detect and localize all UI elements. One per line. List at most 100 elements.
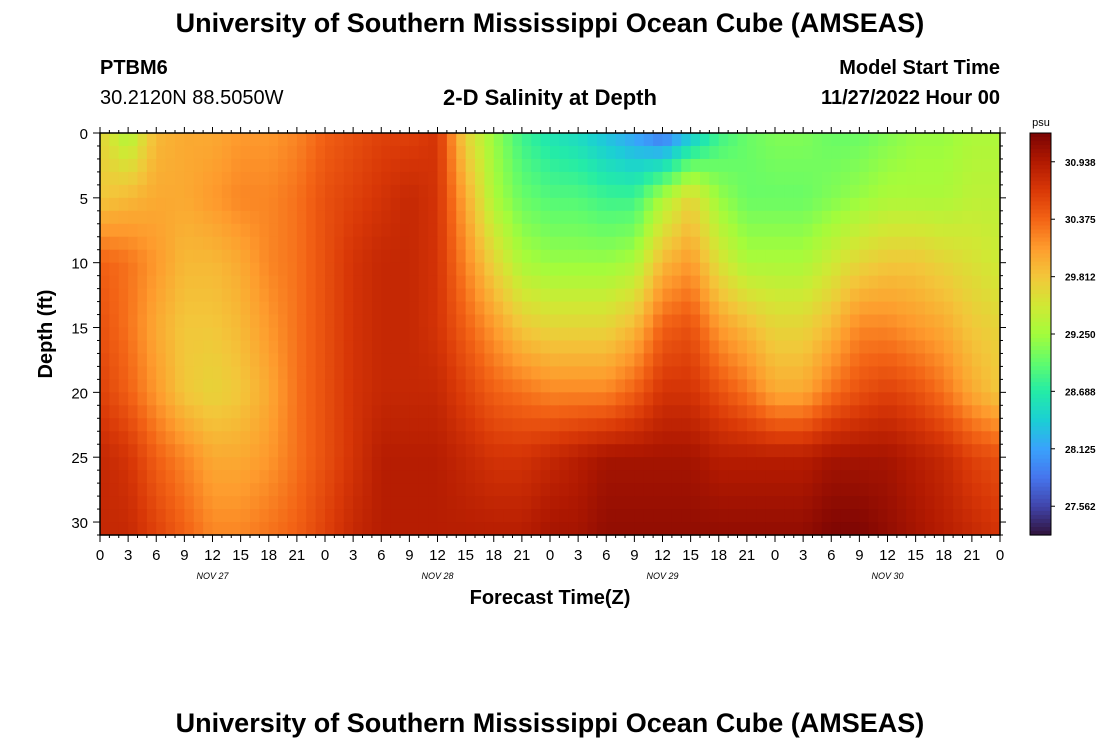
colorbar-segment <box>1030 374 1051 379</box>
heatmap-cell <box>615 444 626 458</box>
heatmap-cell <box>784 444 795 458</box>
heatmap-cell <box>268 366 279 380</box>
heatmap-cell <box>578 444 589 458</box>
heatmap-cell <box>503 496 514 510</box>
heatmap-cell <box>390 301 401 316</box>
heatmap-cell <box>521 392 532 406</box>
heatmap-cell <box>803 288 814 303</box>
heatmap-cell <box>521 145 532 160</box>
chart-title: 2-D Salinity at Depth <box>443 85 657 110</box>
heatmap-cell <box>793 496 804 510</box>
heatmap-cell <box>643 340 654 355</box>
heatmap-cell <box>306 483 317 497</box>
heatmap-cell <box>793 249 804 264</box>
heatmap-cell <box>775 301 785 316</box>
heatmap-cell <box>503 301 514 316</box>
heatmap-cell <box>831 444 842 458</box>
heatmap-cell <box>334 522 345 536</box>
heatmap-cell <box>540 392 551 406</box>
heatmap-cell <box>362 353 373 368</box>
colorbar-tick-label: 28.125 <box>1065 445 1096 456</box>
heatmap-cell <box>353 457 364 471</box>
heatmap-cell <box>953 184 964 199</box>
heatmap-cell <box>100 275 110 290</box>
heatmap-cell <box>803 197 814 212</box>
heatmap-cell <box>437 353 448 368</box>
heatmap-cell <box>906 418 917 432</box>
heatmap-cell <box>915 197 926 212</box>
heatmap-cell <box>325 301 335 316</box>
heatmap-cell <box>662 418 673 432</box>
heatmap-cell <box>990 353 1001 368</box>
heatmap-cell <box>193 379 204 393</box>
heatmap-cell <box>400 223 410 238</box>
heatmap-cell <box>353 379 364 393</box>
heatmap-cell <box>578 418 589 432</box>
heatmap-cell <box>596 353 607 368</box>
colorbar-unit: psu <box>1032 117 1050 129</box>
heatmap-cell <box>737 249 748 264</box>
heatmap-cell <box>484 470 495 484</box>
heatmap-cell <box>953 522 964 536</box>
heatmap-cell <box>925 223 935 238</box>
heatmap-cell <box>109 496 120 510</box>
heatmap-cell <box>418 327 429 342</box>
heatmap-cell <box>681 405 692 419</box>
heatmap-cell <box>437 184 448 199</box>
heatmap-cell <box>709 457 720 471</box>
heatmap-cell <box>568 405 579 419</box>
heatmap-cell <box>390 197 401 212</box>
heatmap-cell <box>484 496 495 510</box>
heatmap-cell <box>990 171 1001 186</box>
heatmap-cell <box>775 210 785 225</box>
heatmap-cell <box>578 236 589 251</box>
heatmap-cell <box>906 340 917 355</box>
heatmap-cell <box>146 223 157 238</box>
heatmap-cell <box>859 236 870 251</box>
heatmap-cell <box>606 366 617 380</box>
heatmap-cell <box>428 470 439 484</box>
heatmap-cell <box>568 145 579 160</box>
heatmap-cell <box>100 418 110 432</box>
heatmap-cell <box>418 314 429 329</box>
heatmap-cell <box>278 314 289 329</box>
heatmap-cell <box>343 288 354 303</box>
heatmap-cell <box>690 184 701 199</box>
heatmap-cell <box>981 184 992 199</box>
heatmap-cell <box>240 392 251 406</box>
heatmap-cell <box>568 353 579 368</box>
heatmap-cell <box>990 288 1001 303</box>
heatmap-cell <box>756 418 767 432</box>
heatmap-cell <box>550 288 560 303</box>
heatmap-cell <box>615 288 626 303</box>
heatmap-cell <box>803 145 814 160</box>
heatmap-cell <box>484 366 495 380</box>
heatmap-cell <box>343 301 354 316</box>
heatmap-cell <box>503 133 514 147</box>
heatmap-cell <box>615 431 626 445</box>
heatmap-cell <box>212 470 223 484</box>
heatmap-cell <box>878 418 889 432</box>
heatmap-cell <box>587 171 598 186</box>
colorbar-segment <box>1030 229 1051 235</box>
heatmap-cell <box>475 171 485 186</box>
heatmap-cell <box>100 392 110 406</box>
heatmap-cell <box>953 340 964 355</box>
heatmap-cell <box>728 392 739 406</box>
heatmap-cell <box>690 483 701 497</box>
heatmap-cell <box>859 457 870 471</box>
heatmap-cell <box>137 353 148 368</box>
heatmap-cell <box>156 184 167 199</box>
x-tick-label: 12 <box>879 547 896 564</box>
heatmap-cell <box>203 275 214 290</box>
heatmap-cell <box>156 197 167 212</box>
heatmap-cell <box>343 145 354 160</box>
heatmap-cell <box>475 392 485 406</box>
heatmap-cell <box>100 522 110 536</box>
heatmap-cell <box>456 301 467 316</box>
heatmap-cell <box>925 288 935 303</box>
heatmap-cell <box>540 405 551 419</box>
heatmap-cell <box>296 236 307 251</box>
heatmap-cell <box>287 197 298 212</box>
heatmap-cell <box>896 223 907 238</box>
